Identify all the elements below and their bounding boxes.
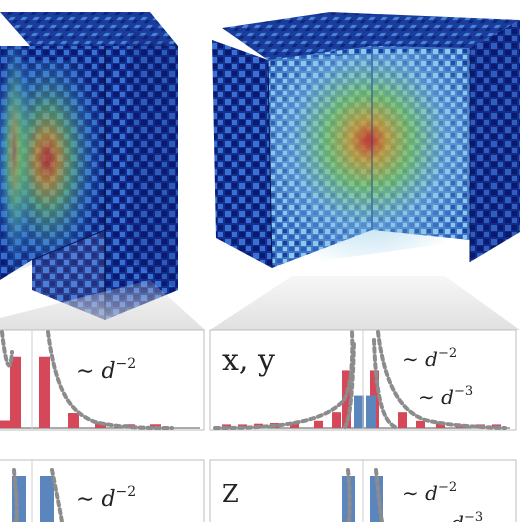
svg-text:∼ d−2: ∼ d−2 <box>402 346 457 371</box>
fit-curve-bottom-right-left <box>346 468 352 522</box>
bar-top-left-s0-9 <box>95 422 106 428</box>
fit-curve-top-right-inner-right <box>372 338 397 429</box>
left-cube-render <box>0 12 178 320</box>
scaling-annotation-bottom-right-d3: ∼ d−3 <box>428 510 483 522</box>
bar-bottom-left-s0-1 <box>40 476 54 522</box>
bar-top-left-s0-8 <box>68 413 79 428</box>
right-cube-render <box>212 12 520 269</box>
bar-top-right-s0-10 <box>416 420 425 428</box>
scaling-annotation-top-right-d2: ∼ d−2 <box>402 346 457 371</box>
fit-curves <box>0 330 507 522</box>
bar-top-right-s1-7 <box>354 395 364 428</box>
fit-curve-top-left-left <box>0 330 14 368</box>
bar-top-right-s0-6 <box>332 412 341 428</box>
panel-bottom-left-frame <box>0 459 205 522</box>
bar-top-right-s0-9 <box>398 412 407 428</box>
panel-top-left-frame <box>0 329 205 431</box>
scaling-annotation-top-left: ∼ d−2 <box>76 356 136 384</box>
panel-label-z: Z <box>222 480 239 508</box>
panel-label-x-y: x, y <box>222 343 275 378</box>
fit-curve-top-right-left <box>213 330 355 430</box>
svg-text:∼ d−2: ∼ d−2 <box>76 484 136 512</box>
fit-curve-bottom-left-right <box>50 468 64 522</box>
fit-curve-top-left-right <box>46 330 174 430</box>
left-zoom-funnel <box>0 280 205 330</box>
bar-top-left-s0-5 <box>0 420 11 428</box>
bar-top-right-s0-5 <box>314 420 323 428</box>
svg-text:∼ d−3: ∼ d−3 <box>428 510 483 522</box>
fit-curve-bottom-right-right <box>374 468 384 522</box>
right-zoom-funnel <box>210 276 520 330</box>
bar-top-right-s1-8 <box>366 395 376 428</box>
svg-text:∼ d−2: ∼ d−2 <box>76 356 136 384</box>
bar-top-right-s0-11 <box>436 422 445 428</box>
bar-top-left-s0-6 <box>10 356 21 428</box>
bar-top-left-s0-7 <box>39 356 50 428</box>
bar-top-right-s0-4 <box>290 422 299 428</box>
fit-curve-bottom-left-left <box>12 468 19 522</box>
fit-curve-top-right-inner-left <box>343 338 356 429</box>
scaling-annotation-bottom-left: ∼ d−2 <box>76 484 136 512</box>
fit-curve-top-right-right <box>376 330 507 430</box>
